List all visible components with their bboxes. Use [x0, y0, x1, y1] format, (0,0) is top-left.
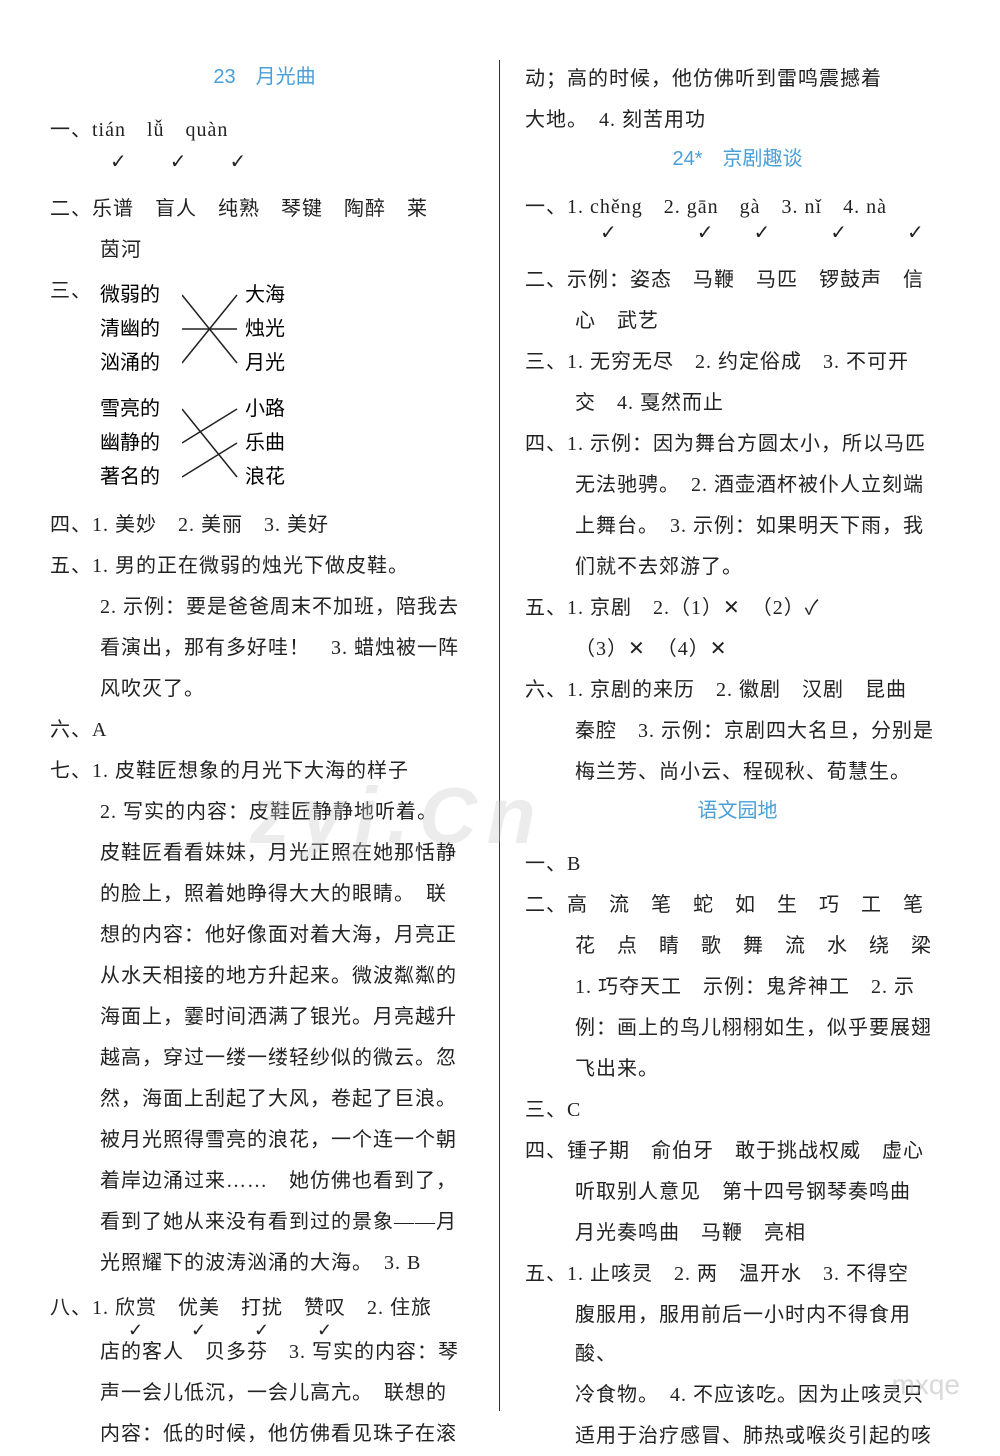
r1-checks: ✓ ✓ ✓ ✓ ✓	[525, 223, 950, 243]
r5a: 五、1. 京剧 2.（1）✕ （2）✓	[525, 589, 950, 628]
q7a: 七、1. 皮鞋匠想象的月光下大海的样子	[50, 752, 479, 791]
m1r2: 月光	[245, 346, 325, 380]
r4b: 无法驰骋。 2. 酒壶酒杯被仆人立刻端	[525, 466, 950, 505]
q8w2: 打扰✓	[241, 1285, 283, 1331]
right-column: 动；高的时候，他仿佛听到雷鸣震撼着 大地。 4. 刻苦用功 24* 京剧趣谈 一…	[500, 60, 950, 1411]
left-column: 23 月光曲 一、tián lǚ quàn ✓ ✓ ✓ 二、乐谱 盲人 纯熟 琴…	[50, 60, 500, 1411]
q7i: 然，海面上刮起了大风，卷起了巨浪。	[50, 1080, 479, 1119]
r6a: 六、1. 京剧的来历 2. 徽剧 汉剧 昆曲	[525, 671, 950, 710]
y2c: 1. 巧夺天工 示例：鬼斧神工 2. 示	[525, 968, 950, 1007]
two-column-layout: 23 月光曲 一、tián lǚ quàn ✓ ✓ ✓ 二、乐谱 盲人 纯熟 琴…	[50, 60, 950, 1411]
q1-pinyin-text: tián lǚ quàn	[92, 119, 228, 141]
q7d: 的脸上，照着她睁得大大的眼睛。 联	[50, 875, 479, 914]
q1-prefix: 一、	[50, 119, 92, 141]
match-lines-2	[182, 392, 242, 492]
r1: 一、1. chěng 2. gān gà 3. nǐ 4. nà	[525, 193, 950, 221]
q3-prefix: 三、	[50, 272, 92, 311]
r4a: 四、1. 示例：因为舞台方圆太小，所以马匹	[525, 425, 950, 464]
section-title-yuwen: 语文园地	[525, 794, 950, 823]
q7h: 越高，穿过一缕一缕轻纱似的微云。忽	[50, 1039, 479, 1078]
match-lines-1	[182, 278, 242, 378]
y2e: 飞出来。	[525, 1050, 950, 1089]
r4d: 们就不去郊游了。	[525, 548, 950, 587]
cont2: 大地。 4. 刻苦用功	[525, 101, 950, 140]
y5a: 五、1. 止咳灵 2. 两 温开水 3. 不得空	[525, 1255, 950, 1294]
q8w1: 优美✓	[178, 1285, 220, 1331]
q6: 六、A	[50, 711, 479, 750]
y2a: 二、高 流 笔 蛇 如 生 巧 工 笔	[525, 886, 950, 925]
r6c: 梅兰芳、尚小云、程砚秋、荀慧生。	[525, 753, 950, 792]
q1-pinyin: 一、tián lǚ quàn	[50, 111, 479, 150]
m2r2: 浪花	[245, 460, 325, 494]
q7c: 皮鞋匠看看妹妹，月光正照在她那恬静	[50, 834, 479, 873]
q7m: 光照耀下的波涛汹涌的大海。 3. B	[50, 1244, 479, 1283]
section-title-24: 24* 京剧趣谈	[525, 142, 950, 171]
q8a: 八、1. 欣赏✓ 优美✓ 打扰✓ 赞叹✓ 2. 住旅	[50, 1285, 479, 1331]
q1-checks: ✓ ✓ ✓	[50, 152, 479, 172]
y3: 三、C	[525, 1091, 950, 1130]
q5c: 看演出，那有多好哇！ 3. 蜡烛被一阵	[50, 629, 479, 668]
r3a: 三、1. 无穷无尽 2. 约定俗成 3. 不可开	[525, 343, 950, 382]
y1: 一、B	[525, 845, 950, 884]
q2-line2: 茵河	[50, 231, 479, 270]
y4b: 听取别人意见 第十四号钢琴奏鸣曲	[525, 1173, 950, 1212]
q4: 四、1. 美妙 2. 美丽 3. 美好	[50, 506, 479, 545]
y2b: 花 点 睛 歌 舞 流 水 绕 梁	[525, 927, 950, 966]
r2b: 心 武艺	[525, 302, 950, 341]
r3b: 交 4. 戛然而止	[525, 384, 950, 423]
q8w0: 欣赏✓	[115, 1285, 157, 1331]
m2r0: 小路	[245, 392, 325, 426]
m2r1: 乐曲	[245, 426, 325, 460]
m1r0: 大海	[245, 278, 325, 312]
q8a-prefix: 八、1.	[50, 1297, 115, 1319]
match-block-1: 微弱的 大海 清幽的 烛光 汹涌的 月光	[100, 278, 479, 380]
r4c: 上舞台。 3. 示例：如果明天下雨，我	[525, 507, 950, 546]
m2l2: 著名的	[100, 460, 190, 494]
y5d: 适用于治疗感冒、肺热或喉炎引起的咳	[525, 1417, 950, 1456]
q8w3: 赞叹✓	[304, 1285, 346, 1331]
m1l2: 汹涌的	[100, 346, 190, 380]
y2d: 例：画上的鸟儿栩栩如生，似乎要展翅	[525, 1009, 950, 1048]
q8a-suffix: 2. 住旅	[346, 1297, 432, 1319]
y4a: 四、锺子期 俞伯牙 敢于挑战权威 虚心	[525, 1132, 950, 1171]
cont1: 动；高的时候，他仿佛听到雷鸣震撼着	[525, 60, 950, 99]
y5b: 腹服用，服用前后一小时内不得食用酸、	[525, 1296, 950, 1374]
m1l1: 清幽的	[100, 312, 190, 346]
r2a: 二、示例：姿态 马鞭 马匹 锣鼓声 信	[525, 261, 950, 300]
y5c: 冷食物。 4. 不应该吃。因为止咳灵只	[525, 1376, 950, 1415]
r5b: （3）✕ （4）✕	[525, 630, 950, 669]
q8d: 内容：低的时候，他仿佛看见珠子在滚	[50, 1415, 479, 1454]
q7l: 看到了她从来没有看到过的景象——月	[50, 1203, 479, 1242]
section-title-23: 23 月光曲	[50, 60, 479, 89]
q8c: 声一会儿低沉，一会儿高亢。 联想的	[50, 1374, 479, 1413]
y4c: 月光奏鸣曲 马鞭 亮相	[525, 1214, 950, 1253]
q7g: 海面上，霎时间洒满了银光。月亮越升	[50, 998, 479, 1037]
r1-prefix: 一、	[525, 196, 567, 218]
watermark-corner: mxqe	[892, 1369, 960, 1401]
q2-line1: 二、乐谱 盲人 纯熟 琴键 陶醉 莱	[50, 190, 479, 229]
q5b: 2. 示例：要是爸爸周末不加班，陪我去	[50, 588, 479, 627]
m2l1: 幽静的	[100, 426, 190, 460]
q7f: 从水天相接的地方升起来。微波粼粼的	[50, 957, 479, 996]
match-block-2: 雪亮的 小路 幽静的 乐曲 著名的 浪花	[100, 392, 479, 494]
q7k: 着岸边涌过来…… 她仿佛也看到了，	[50, 1162, 479, 1201]
m2l0: 雪亮的	[100, 392, 190, 426]
q5a: 五、1. 男的正在微弱的烛光下做皮鞋。	[50, 547, 479, 586]
m1r1: 烛光	[245, 312, 325, 346]
q7j: 被月光照得雪亮的浪花，一个连一个朝	[50, 1121, 479, 1160]
q7b: 2. 写实的内容：皮鞋匠静静地听着。	[50, 793, 479, 832]
q5d: 风吹灭了。	[50, 670, 479, 709]
r6b: 秦腔 3. 示例：京剧四大名旦，分别是	[525, 712, 950, 751]
m1l0: 微弱的	[100, 278, 190, 312]
q7e: 想的内容：他好像面对着大海，月亮正	[50, 916, 479, 955]
r1-pinyin: 1. chěng 2. gān gà 3. nǐ 4. nà	[567, 196, 887, 218]
